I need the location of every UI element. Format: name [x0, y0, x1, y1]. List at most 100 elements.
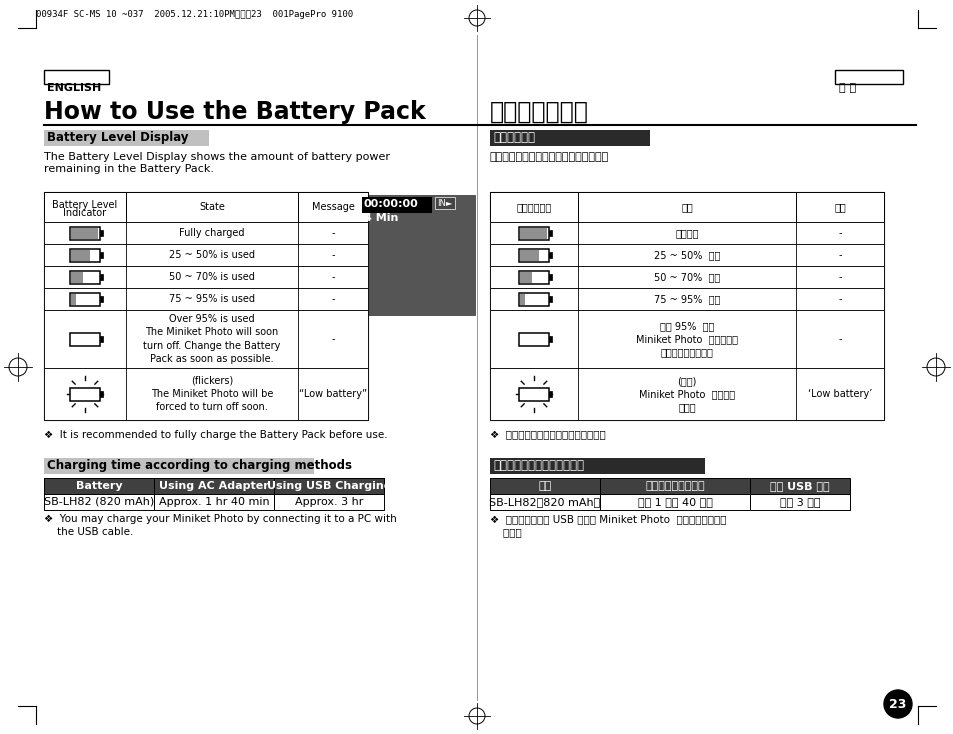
Bar [297, 192, 368, 222]
Text: 如何使用電池組: 如何使用電池組 [490, 100, 588, 124]
Bar [518, 227, 548, 239]
Text: Message: Message [312, 202, 355, 212]
Text: “Low battery”: “Low battery” [298, 389, 367, 399]
Text: Using USB Charging: Using USB Charging [267, 481, 391, 491]
Bar [490, 458, 704, 474]
Bar [71, 272, 83, 283]
Circle shape [883, 690, 911, 718]
Text: (閃爍)
Miniket Photo  即將強制
關閉。: (閃爍) Miniket Photo 即將強制 關閉。 [639, 376, 735, 413]
Text: -: - [838, 294, 841, 304]
Text: 4 Min: 4 Min [364, 213, 398, 223]
Text: The Battery Level Display shows the amount of battery power: The Battery Level Display shows the amou… [44, 152, 390, 162]
Text: -: - [838, 334, 841, 344]
Text: Battery Level: Battery Level [52, 200, 117, 210]
Text: 完全充電: 完全充電 [675, 228, 698, 238]
Bar [435, 197, 455, 209]
Text: 狀態: 狀態 [680, 202, 692, 212]
Bar [44, 222, 368, 244]
Text: 大約 1 小時 40 分鐘: 大約 1 小時 40 分鐘 [637, 497, 712, 507]
Text: -: - [838, 250, 841, 260]
Text: How to Use the Battery Pack: How to Use the Battery Pack [44, 100, 425, 124]
Text: Using AC Adapter: Using AC Adapter [159, 481, 269, 491]
Bar [359, 195, 475, 315]
Bar [44, 70, 109, 84]
Bar [70, 333, 100, 346]
Bar [44, 494, 153, 510]
Text: Indicator: Indicator [63, 208, 107, 218]
Text: Approx. 1 hr 40 min: Approx. 1 hr 40 min [158, 497, 269, 507]
Text: SB-LH82 (820 mAh): SB-LH82 (820 mAh) [44, 497, 154, 507]
Bar [518, 388, 548, 401]
Bar [519, 250, 538, 261]
Bar [44, 458, 314, 474]
Bar [518, 333, 548, 346]
Bar [490, 288, 883, 310]
Bar [44, 192, 368, 420]
Bar [100, 296, 103, 302]
Text: 臺 灣: 臺 灣 [838, 83, 855, 93]
Bar [70, 249, 100, 261]
Text: 電池: 電池 [537, 481, 551, 491]
Bar [490, 244, 883, 266]
Bar [749, 494, 849, 510]
Bar [70, 271, 100, 283]
Bar [518, 249, 548, 261]
Text: the USB cable.: the USB cable. [44, 527, 133, 537]
Text: -: - [838, 272, 841, 282]
Text: 50 ~ 70%  已用: 50 ~ 70% 已用 [653, 272, 720, 282]
Text: ❖  您可以透過使用 USB 纜線將 Miniket Photo  連接到電腦來為它: ❖ 您可以透過使用 USB 纜線將 Miniket Photo 連接到電腦來為它 [490, 514, 726, 524]
Bar [490, 192, 578, 222]
Text: Over 95% is used
The Miniket Photo will soon
turn off. Change the Battery
Pack a: Over 95% is used The Miniket Photo will … [143, 314, 280, 364]
Text: ‘Low battery’: ‘Low battery’ [807, 389, 871, 399]
Bar [490, 310, 883, 368]
Text: -: - [331, 272, 335, 282]
Text: Charging time according to charging methods: Charging time according to charging meth… [47, 459, 352, 472]
Text: 超過 95%  已用
Miniket Photo  即將關閉。
請儘快更換電池組。: 超過 95% 已用 Miniket Photo 即將關閉。 請儘快更換電池組。 [636, 321, 738, 357]
Bar [548, 296, 552, 302]
Text: SB-LH82（820 mAh）: SB-LH82（820 mAh） [489, 497, 600, 507]
Bar [126, 192, 297, 222]
Text: ENGLISH: ENGLISH [47, 83, 101, 93]
Bar [70, 388, 100, 401]
Text: 使用 USB 充電: 使用 USB 充電 [769, 481, 829, 491]
Text: -: - [331, 334, 335, 344]
Bar [44, 478, 153, 494]
Bar [71, 228, 98, 239]
Bar [100, 391, 103, 397]
Text: 25 ~ 50%  已用: 25 ~ 50% 已用 [653, 250, 720, 260]
Bar [153, 478, 274, 494]
Text: 使用交流電源適配器: 使用交流電源適配器 [644, 481, 704, 491]
Bar [490, 478, 599, 494]
Bar [44, 130, 209, 146]
Bar [490, 266, 883, 288]
Bar [44, 310, 368, 368]
Text: -: - [331, 250, 335, 260]
Bar [795, 192, 883, 222]
Bar [274, 494, 384, 510]
Bar [100, 274, 103, 280]
Bar [100, 336, 103, 342]
Bar [44, 192, 126, 222]
Text: Fully charged: Fully charged [179, 228, 245, 238]
Bar [490, 192, 883, 420]
Bar [100, 252, 103, 258]
Text: (flickers)
The Miniket Photo will be
forced to turn off soon.: (flickers) The Miniket Photo will be for… [151, 376, 273, 413]
Text: remaining in the Battery Pack.: remaining in the Battery Pack. [44, 164, 213, 174]
Bar [519, 228, 546, 239]
Bar [490, 130, 649, 146]
Text: 電池容量顯示可指出電池組的剩餘電量。: 電池容量顯示可指出電池組的剩餘電量。 [490, 152, 609, 162]
Bar [44, 288, 368, 310]
Bar [70, 227, 100, 239]
Text: -: - [331, 228, 335, 238]
Text: 充電時間將依據充電方法而定: 充電時間將依據充電方法而定 [493, 459, 583, 472]
Bar [361, 197, 432, 213]
Text: 23: 23 [888, 697, 905, 711]
Text: 充電。: 充電。 [490, 527, 521, 537]
Text: ❖  It is recommended to fully charge the Battery Pack before use.: ❖ It is recommended to fully charge the … [44, 430, 387, 440]
Bar [599, 478, 749, 494]
Text: ❖  You may charge your Miniket Photo by connecting it to a PC with: ❖ You may charge your Miniket Photo by c… [44, 514, 396, 524]
Bar [548, 391, 552, 397]
Bar [71, 250, 90, 261]
Bar [100, 230, 103, 236]
Text: IN►: IN► [436, 199, 452, 208]
